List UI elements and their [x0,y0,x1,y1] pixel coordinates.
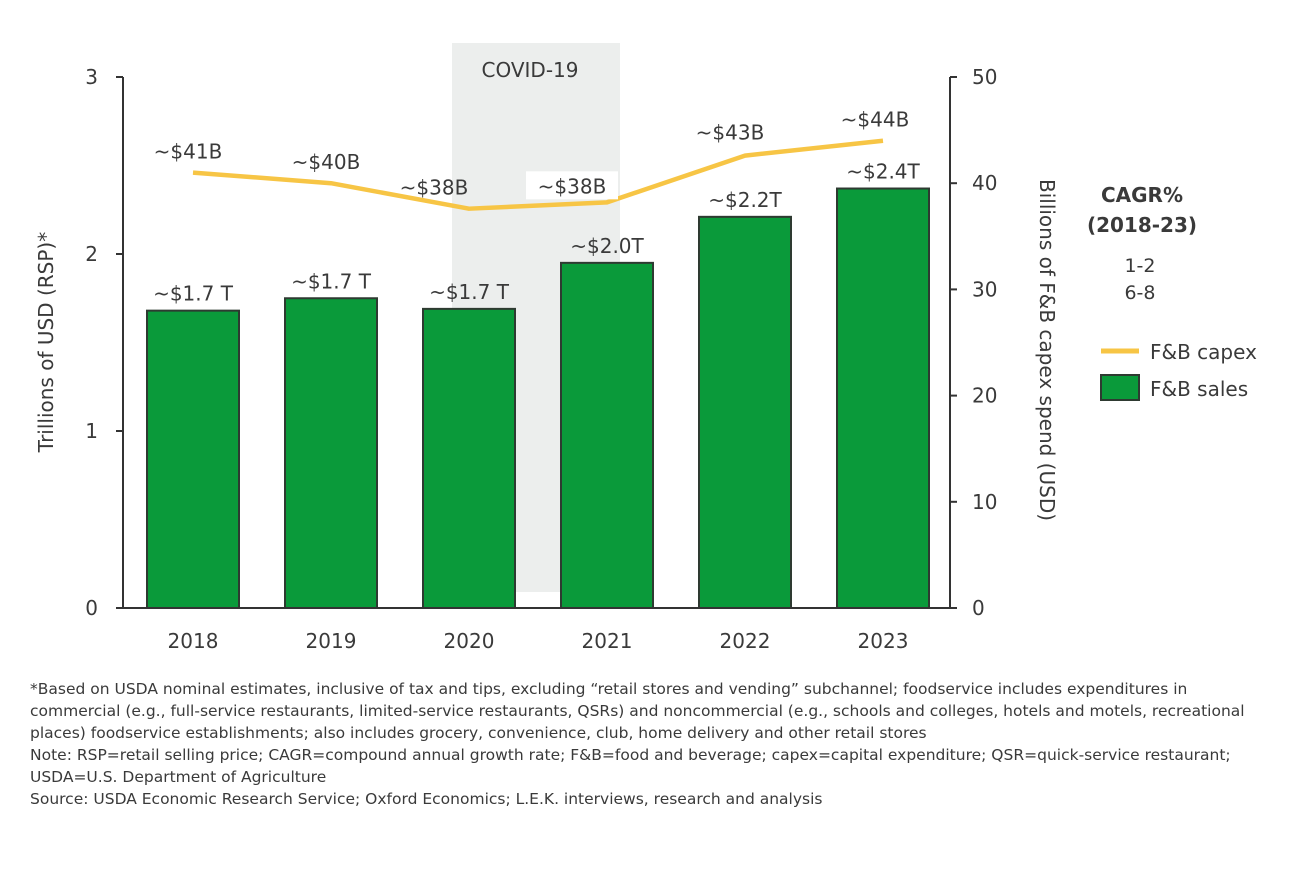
right-tick-label: 30 [972,277,997,301]
capex-label-2019: ~$40B [292,150,361,174]
right-tick-label: 40 [972,171,997,195]
left-tick-label: 0 [85,596,98,620]
x-tick-2020: 2020 [444,629,495,653]
cagr-value-sales: 1-2 [1124,255,1155,277]
bar-label-2021: ~$2.0T [570,234,644,258]
legend-capex-label: F&B capex [1150,340,1257,364]
x-tick-2023: 2023 [858,629,909,653]
left-tick-label: 2 [85,242,98,266]
x-tick-2018: 2018 [168,629,219,653]
right-tick-label: 50 [972,65,997,89]
footnote-note: Note: RSP=retail selling price; CAGR=com… [30,746,1231,786]
x-tick-2021: 2021 [582,629,633,653]
right-axis-label: Billions of F&B capex spend (USD) [1035,179,1059,521]
bar-label-2018: ~$1.7 T [153,282,234,306]
footnote-source: Source: USDA Economic Research Service; … [30,790,823,808]
x-tick-2019: 2019 [306,629,357,653]
capex-label-2023: ~$44B [841,108,910,132]
bar-2021 [560,261,654,609]
capex-label-bg [526,171,618,200]
cagr-title: CAGR% [1101,183,1183,207]
bar-label-2022: ~$2.2T [708,188,782,212]
covid-label: COVID-19 [481,58,578,82]
cagr-value-capex: 6-8 [1124,282,1155,304]
bar-label-2019: ~$1.7 T [291,269,372,293]
right-tick-label: 20 [972,384,997,408]
capex-label-2020: ~$38B [400,176,469,200]
capex-label-2021: ~$38B [538,174,607,198]
bar-2022 [698,215,792,610]
bar-2019 [284,297,378,609]
capex-label-2022: ~$43B [696,121,765,145]
legend-sales-swatch [1100,374,1140,401]
right-tick-label: 0 [972,596,985,620]
bar-2023 [836,187,930,609]
footnote-definition: *Based on USDA nominal estimates, inclus… [30,680,1245,742]
bar-label-2023: ~$2.4T [846,160,920,184]
right-tick-label: 10 [972,490,997,514]
capex-label-2018: ~$41B [154,140,223,164]
left-axis-label: Trillions of USD (RSP)* [34,232,58,453]
bar-2020 [422,307,516,609]
capex-line [192,138,884,211]
cagr-subtitle: (2018-23) [1087,213,1197,237]
left-tick-label: 3 [85,65,98,89]
bar-label-2020: ~$1.7 T [429,280,510,304]
legend-sales-label: F&B sales [1150,377,1248,401]
left-tick-label: 1 [85,419,98,443]
x-tick-2022: 2022 [720,629,771,653]
footnotes: *Based on USDA nominal estimates, inclus… [30,678,1280,810]
bar-2018 [146,309,240,609]
chart: COVID-19 ~$1.7 T ~$1.7 T ~$1.7 T ~$2.0T ~$2.… [34,43,1257,653]
